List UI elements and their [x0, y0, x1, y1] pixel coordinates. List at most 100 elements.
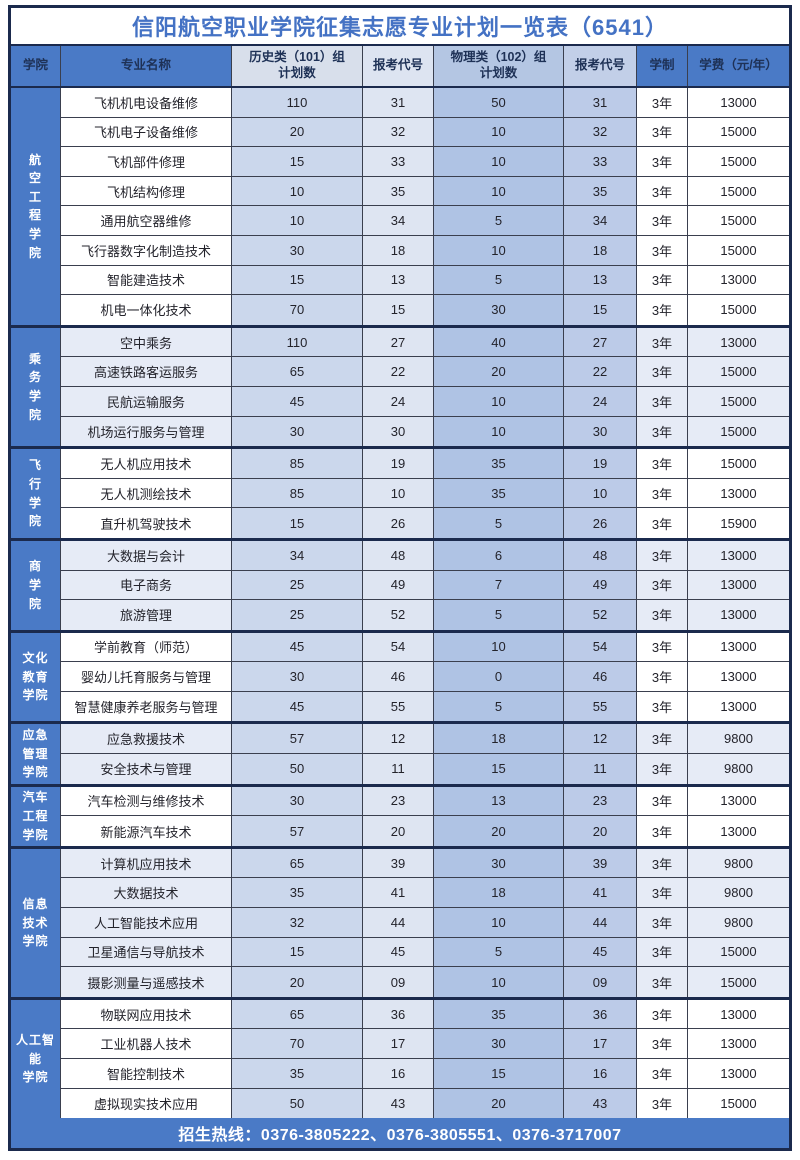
major-cell: 婴幼儿托育服务与管理 [61, 662, 232, 691]
fee-cell: 13000 [688, 662, 789, 691]
years-cell: 3年 [637, 327, 688, 357]
fee-cell: 13000 [688, 691, 789, 722]
college-section: 乘 务 学 院空中乘务 110 27 40 27 3年 13000 高速铁路客运服务 65 22 2… [11, 327, 789, 450]
fee-cell: 13000 [688, 786, 789, 816]
table-row: 无人机测绘技术 85 10 35 10 3年 13000 [61, 478, 789, 509]
major-cell: 安全技术与管理 [61, 754, 232, 784]
physics-plan-cell: 10 [434, 908, 564, 937]
table-row: 电子商务 25 49 7 49 3年 13000 [61, 570, 789, 601]
college-name-cell: 航 空 工 程 学 院 [11, 88, 61, 325]
years-cell: 3年 [637, 176, 688, 206]
major-cell: 汽车检测与维修技术 [61, 786, 232, 816]
table-row: 工业机器人技术 70 17 30 17 3年 13000 [61, 1029, 789, 1059]
exam-code-1-cell: 36 [363, 999, 434, 1029]
exam-code-1-cell: 20 [363, 816, 434, 846]
physics-plan-cell: 35 [434, 478, 564, 508]
fee-cell: 9800 [688, 848, 789, 878]
physics-plan-cell: 6 [434, 540, 564, 570]
major-cell: 飞机结构修理 [61, 176, 232, 206]
exam-code-1-cell: 12 [363, 724, 434, 754]
major-cell: 智能控制技术 [61, 1059, 232, 1088]
history-plan-cell: 15 [232, 265, 363, 295]
physics-plan-cell: 10 [434, 147, 564, 176]
table-header-row: 学院 专业名称 历史类（101）组 计划数 报考代号 物理类（102）组 计划数… [11, 46, 789, 88]
history-plan-cell: 30 [232, 416, 363, 447]
years-cell: 3年 [637, 937, 688, 967]
table-row: 飞机机电设备维修 110 31 50 31 3年 13000 [61, 88, 789, 118]
exam-code-2-cell: 27 [564, 327, 637, 357]
fee-cell: 15000 [688, 176, 789, 206]
history-plan-cell: 30 [232, 662, 363, 691]
years-cell: 3年 [637, 967, 688, 997]
exam-code-2-cell: 33 [564, 147, 637, 176]
college-name-cell: 文化 教育 学院 [11, 632, 61, 722]
exam-code-2-cell: 46 [564, 662, 637, 691]
table-row: 智能控制技术 35 16 15 16 3年 13000 [61, 1059, 789, 1089]
exam-code-2-cell: 34 [564, 206, 637, 235]
exam-code-2-cell: 52 [564, 600, 637, 630]
major-cell: 大数据与会计 [61, 540, 232, 570]
college-section: 文化 教育 学院 学前教育（师范） 45 54 10 54 3年 13000 婴幼儿托育服务与管… [11, 632, 789, 725]
fee-cell: 9800 [688, 908, 789, 937]
fee-cell: 15000 [688, 295, 789, 325]
exam-code-2-cell: 31 [564, 88, 637, 117]
fee-cell: 15000 [688, 235, 789, 265]
exam-code-1-cell: 23 [363, 786, 434, 816]
fee-cell: 15000 [688, 967, 789, 997]
history-plan-cell: 10 [232, 176, 363, 206]
table-row: 大数据与会计 34 48 6 48 3年 13000 [61, 540, 789, 571]
history-plan-cell: 25 [232, 570, 363, 600]
fee-cell: 15000 [688, 937, 789, 967]
physics-plan-cell: 10 [434, 967, 564, 997]
exam-code-2-cell: 17 [564, 1029, 637, 1058]
years-cell: 3年 [637, 600, 688, 630]
exam-code-2-cell: 39 [564, 848, 637, 878]
exam-code-1-cell: 24 [363, 386, 434, 416]
physics-plan-cell: 50 [434, 88, 564, 117]
history-plan-cell: 32 [232, 908, 363, 937]
years-cell: 3年 [637, 449, 688, 478]
fee-cell: 15000 [688, 117, 789, 147]
table-row: 飞机部件修理 15 33 10 33 3年 15000 [61, 147, 789, 177]
physics-plan-cell: 10 [434, 235, 564, 265]
history-plan-cell: 20 [232, 967, 363, 997]
physics-plan-cell: 13 [434, 786, 564, 816]
years-cell: 3年 [637, 206, 688, 235]
major-cell: 机场运行服务与管理 [61, 416, 232, 447]
major-cell: 民航运输服务 [61, 386, 232, 416]
history-plan-cell: 50 [232, 1088, 363, 1119]
exam-code-1-cell: 33 [363, 147, 434, 176]
table-row: 物联网应用技术 65 36 35 36 3年 13000 [61, 999, 789, 1030]
exam-code-2-cell: 22 [564, 357, 637, 386]
exam-code-1-cell: 44 [363, 908, 434, 937]
table-row: 安全技术与管理 50 11 15 11 3年 9800 [61, 754, 789, 784]
table-row: 无人机应用技术 85 19 35 19 3年 15000 [61, 449, 789, 479]
years-cell: 3年 [637, 478, 688, 508]
exam-code-2-cell: 45 [564, 937, 637, 967]
years-cell: 3年 [637, 691, 688, 722]
college-section: 信息 技术 学院 计算机应用技术 65 39 30 39 3年 9800 大数据技术 35 41 18… [11, 848, 789, 1000]
major-cell: 无人机应用技术 [61, 449, 232, 478]
years-cell: 3年 [637, 265, 688, 295]
college-name-cell: 商 学 院 [11, 540, 61, 630]
history-plan-cell: 70 [232, 1029, 363, 1058]
years-cell: 3年 [637, 1088, 688, 1119]
physics-plan-cell: 5 [434, 600, 564, 630]
college-name-cell: 信息 技术 学院 [11, 848, 61, 997]
exam-code-2-cell: 41 [564, 878, 637, 908]
exam-code-1-cell: 10 [363, 478, 434, 508]
college-section: 汽车 工程 学院 汽车检测与维修技术 30 23 13 23 3年 13000 新能源汽车技术 5… [11, 786, 789, 849]
exam-code-2-cell: 48 [564, 540, 637, 570]
exam-code-2-cell: 23 [564, 786, 637, 816]
enrollment-plan-table: 信阳航空职业学院征集志愿专业计划一览表（6541） 学院 专业名称 历史类（10… [8, 5, 792, 1152]
physics-plan-cell: 7 [434, 570, 564, 600]
table-row: 机电一体化技术 70 15 30 15 3年 15000 [61, 295, 789, 325]
history-plan-cell: 65 [232, 848, 363, 878]
history-plan-cell: 35 [232, 878, 363, 908]
exam-code-1-cell: 09 [363, 967, 434, 997]
exam-code-2-cell: 13 [564, 265, 637, 295]
major-cell: 智慧健康养老服务与管理 [61, 691, 232, 722]
exam-code-1-cell: 35 [363, 176, 434, 206]
table-row: 旅游管理 25 52 5 52 3年 13000 [61, 600, 789, 630]
